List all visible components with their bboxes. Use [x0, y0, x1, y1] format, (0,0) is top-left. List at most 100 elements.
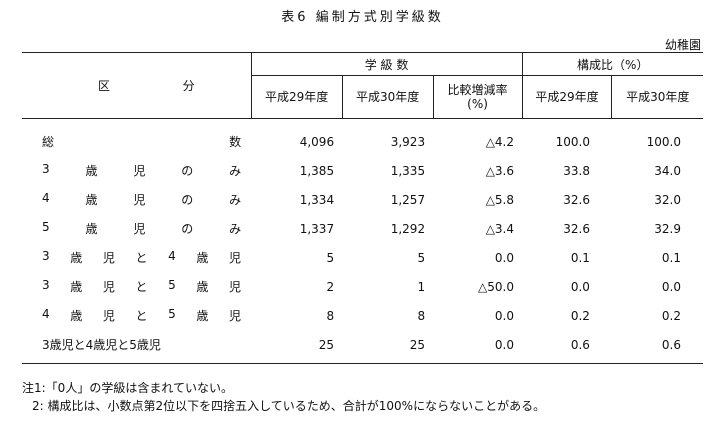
- row-label: 4 歳 児 と 5 歳 児: [22, 301, 251, 330]
- change-rate-cell: △50.0: [478, 279, 514, 294]
- col-header-change-line2: (%): [467, 97, 488, 111]
- ratio-2017-cell: 0.6: [522, 330, 612, 364]
- change-rate-cell: 0.0: [494, 308, 514, 323]
- row-label: 5 歳 児 の み: [22, 214, 251, 243]
- value-2018-cell: 8: [417, 308, 426, 323]
- value-2017-cell: 1,385: [299, 163, 335, 178]
- row-label-part: 5: [168, 278, 176, 292]
- value-2017-cell: 5: [326, 250, 335, 265]
- change-rate-cell: 0.0: [433, 330, 522, 364]
- row-label-part: 歳: [70, 280, 83, 294]
- value-2017-cell: 4,096: [299, 134, 335, 149]
- ratio-2017-cell: 100.0: [555, 134, 590, 149]
- row-label-part: 歳: [196, 309, 209, 323]
- row-label-part: 3: [42, 278, 50, 292]
- footnotes: 注1:「0人」の学級は含まれていない。 2: 構成比は、小数点第2位以下を四捨五…: [22, 379, 545, 415]
- row-label-part: 児: [229, 280, 242, 294]
- ratio-2017-cell: 0.0: [570, 279, 590, 294]
- value-2018-cell: 3,923: [390, 134, 426, 149]
- value-2018-cell: 1,292: [390, 221, 426, 236]
- row-label-part: の: [181, 193, 194, 207]
- class-count-group-header: 学 級 数: [250, 52, 522, 76]
- value-2017-cell: 25: [251, 330, 343, 364]
- footnote-2: 2: 構成比は、小数点第2位以下を四捨五入しているため、合計が100%にならない…: [32, 399, 546, 413]
- row-label-part: 5: [168, 307, 176, 321]
- row-label-part: み: [229, 193, 242, 207]
- col-header-2017: 平成29年度: [250, 75, 343, 119]
- col-header-2018: 平成30年度: [341, 75, 434, 119]
- row-label-part: 総: [42, 135, 55, 149]
- table-body: 総数 4,096 3,923 △4.2 100.0 100.0 3 歳児のみ 1,385 1,33…: [22, 119, 703, 364]
- change-rate-cell: △4.2: [485, 134, 514, 149]
- row-label-part: 歳: [70, 251, 83, 265]
- value-2018-cell: 1: [417, 279, 426, 294]
- ratio-2018-cell: 32.9: [654, 221, 681, 236]
- change-rate-cell: △3.4: [485, 221, 514, 236]
- value-2018-cell: 1,335: [390, 163, 426, 178]
- row-label-part: と: [135, 280, 148, 294]
- class-count-table: 区 分 学 級 数 構成比（%） 平成29年度 平成30年度 比較増減率 (%)…: [22, 52, 703, 364]
- ratio-2017-cell: 33.8: [563, 163, 590, 178]
- row-label-part: 歳: [85, 164, 98, 178]
- row-label-part: 児: [102, 309, 115, 323]
- row-label-part: 歳: [70, 309, 83, 323]
- row-label: 3 歳 児 の み: [22, 156, 251, 185]
- row-label-part: の: [181, 222, 194, 236]
- table-row: 3 歳 児 と 4 歳 児 5 5 0.0 0.1 0.1: [22, 243, 703, 272]
- row-label-part: 5: [42, 220, 50, 234]
- row-label-part: 数: [229, 135, 242, 149]
- row-label-part: 4: [168, 249, 176, 263]
- row-label-part: 児: [133, 222, 146, 236]
- value-2018-cell: 1,257: [390, 192, 426, 207]
- row-label-part: 児: [133, 193, 146, 207]
- value-2017-cell: 8: [326, 308, 335, 323]
- row-label-part: 歳: [85, 222, 98, 236]
- ratio-2018-cell: 100.0: [646, 134, 681, 149]
- ratio-2018-cell: 34.0: [654, 163, 681, 178]
- category-header-char-1: 区: [98, 79, 111, 93]
- table-row: 5 歳 児 の み 1,337 1,292 △3.4 32.6 32.9: [22, 214, 703, 243]
- row-label-part: 4: [42, 191, 50, 205]
- col-header-change-line1: 比較増減率: [447, 83, 508, 97]
- ratio-2018-cell: 0.1: [661, 250, 681, 265]
- row-label: 3歳児と4歳児と5歳児: [22, 330, 252, 364]
- col-header-change: 比較増減率 (%): [432, 75, 522, 119]
- ratio-group-header: 構成比（%）: [521, 52, 703, 76]
- value-2017-cell: 1,334: [299, 192, 335, 207]
- row-label-part: の: [181, 164, 194, 178]
- row-label-part: み: [229, 164, 242, 178]
- row-label-part: 3: [42, 162, 50, 176]
- ratio-2017-cell: 32.6: [563, 221, 590, 236]
- table-row: 4 歳 児 の み 1,334 1,257 △5.8 32.6 32.0: [22, 185, 703, 214]
- row-label-part: 児: [229, 251, 242, 265]
- ratio-2017-cell: 0.1: [570, 250, 590, 265]
- row-label: 3 歳 児 と 4 歳 児: [22, 243, 251, 272]
- row-label-part: 児: [102, 280, 115, 294]
- category-header: 区 分: [22, 52, 252, 119]
- ratio-2018-cell: 0.6: [611, 330, 703, 364]
- category-header-char-2: 分: [182, 79, 195, 93]
- unit-label: 幼稚園: [664, 38, 701, 52]
- row-label-part: 歳: [196, 280, 209, 294]
- table-row: 総数 4,096 3,923 △4.2 100.0 100.0: [22, 119, 703, 157]
- col-header-ratio-2018: 平成30年度: [611, 75, 703, 119]
- table-row: 3 歳 児 の み 1,385 1,335 △3.6 33.8 34.0: [22, 156, 703, 185]
- row-label: 総数: [22, 119, 251, 157]
- ratio-2018-cell: 0.0: [661, 279, 681, 294]
- col-header-ratio-2017: 平成29年度: [521, 75, 612, 119]
- row-label-part: 4: [42, 307, 50, 321]
- row-label: 4 歳 児 の み: [22, 185, 251, 214]
- row-label-part: み: [229, 222, 242, 236]
- table-title: 表6 編制方式別学級数: [281, 10, 444, 25]
- footnote-1: 注1:「0人」の学級は含まれていない。: [22, 381, 233, 395]
- row-label-part: 3: [42, 249, 50, 263]
- table-row: 3歳児と4歳児と5歳児 25 25 0.0 0.6 0.6: [22, 330, 703, 364]
- row-label-part: 歳: [85, 193, 98, 207]
- change-rate-cell: △3.6: [485, 163, 514, 178]
- ratio-2017-cell: 0.2: [570, 308, 590, 323]
- value-2017-cell: 2: [326, 279, 335, 294]
- change-rate-cell: △5.8: [485, 192, 514, 207]
- value-2018-cell: 5: [417, 250, 426, 265]
- row-label-part: 3歳児と4歳児と5歳児: [42, 338, 161, 352]
- value-2017-cell: 1,337: [299, 221, 335, 236]
